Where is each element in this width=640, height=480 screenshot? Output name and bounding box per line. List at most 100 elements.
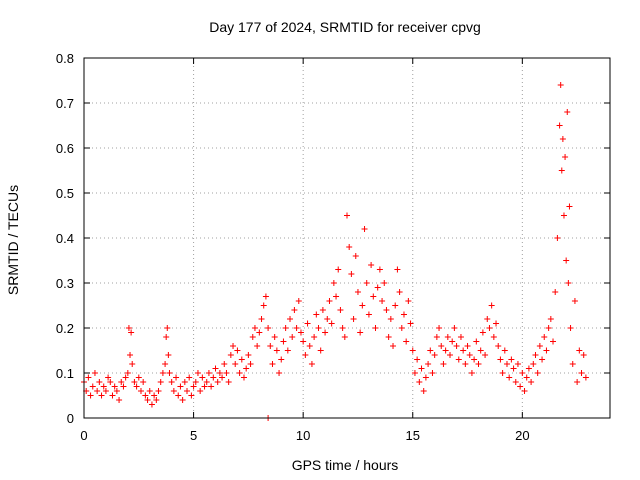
data-point	[210, 374, 217, 381]
data-point	[308, 361, 315, 367]
data-point	[392, 302, 399, 309]
data-point	[166, 370, 173, 376]
data-point	[297, 329, 304, 336]
data-point	[580, 352, 587, 358]
data-point	[302, 352, 309, 358]
data-point	[565, 280, 572, 286]
data-point	[493, 320, 500, 327]
data-point	[254, 343, 261, 349]
data-point	[390, 343, 397, 349]
data-point	[262, 293, 269, 300]
data-point	[333, 293, 340, 300]
data-point	[447, 352, 454, 358]
data-point	[569, 361, 576, 367]
data-point	[460, 347, 467, 354]
data-point	[133, 383, 140, 390]
data-point	[137, 388, 144, 394]
data-point	[313, 311, 320, 318]
data-point	[113, 388, 120, 394]
data-point	[394, 266, 401, 273]
data-point	[559, 136, 566, 142]
data-point	[188, 392, 195, 399]
data-point	[256, 329, 263, 336]
data-point	[427, 347, 434, 354]
data-point	[330, 280, 337, 286]
data-point	[475, 361, 482, 367]
data-point	[420, 388, 427, 394]
data-point	[315, 325, 322, 331]
y-tick-label: 0.1	[56, 366, 74, 381]
data-point	[442, 347, 449, 354]
data-point	[142, 392, 149, 399]
data-point	[273, 347, 280, 354]
y-tick-label: 0.3	[56, 276, 74, 291]
axis-ticks: 0 0.1 0.2 0.3 0.4 0.5 0.6 0.7 0.8 0 5 10 15 20	[56, 51, 610, 443]
data-point	[552, 289, 559, 295]
data-point	[194, 370, 201, 376]
x-tick-label: 5	[190, 428, 197, 443]
data-point	[357, 329, 364, 336]
data-point	[107, 379, 114, 385]
data-point	[541, 334, 548, 340]
data-point	[363, 280, 370, 286]
data-point	[216, 370, 223, 376]
data-point	[197, 388, 204, 394]
data-point	[550, 338, 557, 345]
data-point	[438, 343, 445, 349]
data-points	[81, 82, 589, 421]
data-point	[486, 325, 493, 331]
data-point	[464, 343, 471, 349]
data-point	[177, 383, 184, 390]
data-point	[260, 302, 267, 309]
data-point	[124, 370, 131, 376]
data-point	[227, 352, 234, 358]
data-point	[173, 374, 180, 381]
data-point	[352, 253, 359, 259]
data-point	[508, 356, 515, 363]
data-point	[184, 388, 191, 394]
data-point	[269, 361, 276, 367]
data-point	[109, 392, 116, 399]
data-point	[335, 266, 342, 273]
data-point	[170, 388, 177, 394]
data-point	[539, 356, 546, 363]
data-point	[131, 379, 138, 385]
data-point	[234, 347, 241, 354]
data-point	[341, 334, 348, 340]
data-point	[201, 383, 208, 390]
data-point	[98, 392, 105, 399]
data-point	[127, 352, 134, 358]
data-point	[574, 379, 581, 385]
data-point	[407, 320, 414, 327]
data-point	[348, 271, 355, 277]
data-point	[479, 329, 486, 336]
data-point	[175, 392, 182, 399]
data-point	[557, 82, 564, 88]
data-point	[293, 325, 300, 331]
data-point	[249, 334, 256, 340]
data-point	[240, 374, 247, 381]
data-point	[140, 379, 147, 385]
data-point	[422, 374, 429, 381]
y-tick-label: 0.6	[56, 141, 74, 156]
data-point	[267, 343, 274, 349]
data-point	[247, 361, 254, 367]
data-point	[554, 235, 561, 241]
data-point	[563, 257, 570, 264]
data-point	[431, 352, 438, 358]
data-point	[232, 361, 239, 367]
data-point	[433, 334, 440, 340]
data-point	[385, 334, 392, 340]
data-point	[317, 347, 324, 354]
x-tick-label: 10	[296, 428, 310, 443]
data-point	[245, 352, 252, 358]
data-point	[85, 374, 92, 381]
data-point	[514, 361, 521, 367]
data-point	[100, 383, 107, 390]
data-point	[525, 365, 532, 372]
data-point	[451, 325, 458, 331]
data-point	[455, 356, 462, 363]
y-axis-label: SRMTID / TECUs	[5, 185, 21, 295]
data-point	[359, 302, 366, 309]
